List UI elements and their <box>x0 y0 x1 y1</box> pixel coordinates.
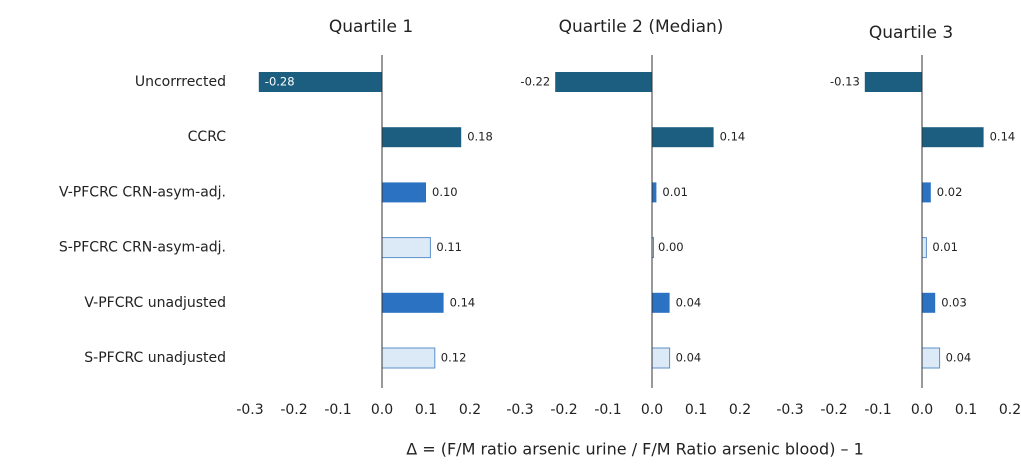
bar <box>921 237 927 259</box>
value-label: 0.12 <box>441 351 467 365</box>
bar <box>922 292 936 313</box>
bar <box>652 127 714 148</box>
x-tick-label: 0.0 <box>911 402 933 418</box>
x-tick-label: 0.1 <box>685 402 707 418</box>
value-label: 0.03 <box>941 295 967 309</box>
x-tick-label: -0.2 <box>280 402 307 418</box>
value-label: -0.13 <box>830 75 860 89</box>
bar <box>864 72 922 92</box>
category-label: V-PFCRC unadjusted <box>84 295 226 311</box>
value-label: 0.00 <box>658 240 684 254</box>
value-label: 0.14 <box>990 130 1016 144</box>
value-label: 0.04 <box>946 351 972 365</box>
bar <box>382 182 426 203</box>
x-tick-label: -0.1 <box>594 402 621 418</box>
x-tick-label: 0.2 <box>999 402 1021 418</box>
x-tick-label: 0.2 <box>729 402 751 418</box>
value-label: 0.01 <box>662 185 688 199</box>
x-tick-label: -0.2 <box>550 402 577 418</box>
value-label: 0.04 <box>676 351 702 365</box>
bar <box>652 292 670 313</box>
bar <box>381 347 436 369</box>
x-tick-label: -0.3 <box>236 402 263 418</box>
bar <box>651 347 671 369</box>
value-label: 0.14 <box>450 295 476 309</box>
value-label: 0.04 <box>676 295 702 309</box>
value-label: 0.14 <box>720 130 746 144</box>
x-tick-label: -0.3 <box>776 402 803 418</box>
panel-title: Quartile 2 (Median) <box>559 17 724 37</box>
bar <box>652 182 657 203</box>
bar <box>921 347 941 369</box>
x-tick-label: -0.2 <box>820 402 847 418</box>
x-tick-label: 0.1 <box>415 402 437 418</box>
x-tick-label: 0.0 <box>371 402 393 418</box>
x-tick-label: -0.1 <box>864 402 891 418</box>
value-label: 0.01 <box>932 240 958 254</box>
x-tick-label: -0.3 <box>506 402 533 418</box>
x-tick-label: -0.1 <box>324 402 351 418</box>
bar <box>382 292 444 313</box>
bar <box>381 237 431 259</box>
category-label: V-PFCRC CRN-asym-adj. <box>59 184 226 200</box>
category-label: CCRC <box>188 129 227 145</box>
category-label: S-PFCRC CRN-asym-adj. <box>59 240 226 256</box>
x-tick-label: 0.2 <box>459 402 481 418</box>
value-label: 0.02 <box>937 185 963 199</box>
x-tick-label: 0.1 <box>955 402 977 418</box>
bar <box>382 127 462 148</box>
panel-title: Quartile 3 <box>869 23 953 43</box>
value-label: 0.18 <box>467 130 493 144</box>
bar <box>922 127 984 148</box>
category-label: Uncorrrected <box>135 74 226 90</box>
x-axis-label: Δ = (F/M ratio arsenic urine / F/M Ratio… <box>406 440 864 459</box>
category-label: S-PFCRC unadjusted <box>84 350 226 366</box>
bar <box>258 72 382 92</box>
value-label: -0.28 <box>265 75 295 89</box>
value-label: 0.10 <box>432 185 458 199</box>
bar <box>555 72 652 92</box>
panel-title: Quartile 1 <box>329 17 413 37</box>
value-label: 0.11 <box>436 240 462 254</box>
value-label: -0.22 <box>520 75 550 89</box>
x-tick-label: 0.0 <box>641 402 663 418</box>
bar <box>922 182 931 203</box>
